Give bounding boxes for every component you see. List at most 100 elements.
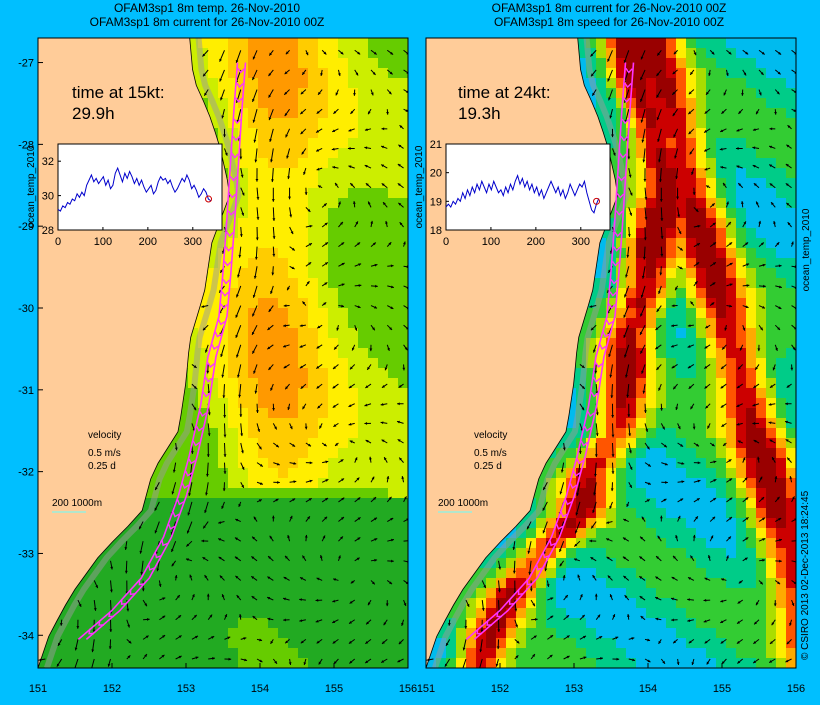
- field-cell: [338, 348, 349, 359]
- field-cell: [278, 228, 289, 239]
- field-cell: [258, 168, 269, 179]
- field-cell: [278, 498, 289, 509]
- field-cell: [338, 588, 349, 599]
- field-cell: [228, 538, 239, 549]
- field-cell: [746, 278, 757, 289]
- field-cell: [358, 438, 369, 449]
- field-cell: [726, 78, 737, 89]
- field-cell: [258, 408, 269, 419]
- field-cell: [368, 538, 379, 549]
- field-cell: [278, 658, 289, 669]
- field-cell: [338, 48, 349, 59]
- field-cell: [626, 408, 637, 419]
- field-cell: [358, 448, 369, 459]
- field-cell: [268, 388, 279, 399]
- field-cell: [726, 448, 737, 459]
- field-cell: [228, 468, 239, 479]
- field-cell: [278, 638, 289, 649]
- field-cell: [328, 188, 339, 199]
- field-cell: [626, 278, 637, 289]
- field-cell: [766, 428, 777, 439]
- field-cell: [268, 558, 279, 569]
- field-cell: [348, 568, 359, 579]
- field-cell: [328, 618, 339, 629]
- field-cell: [666, 158, 677, 169]
- field-cell: [148, 658, 159, 669]
- field-cell: [776, 448, 787, 459]
- field-cell: [388, 448, 399, 459]
- field-cell: [318, 358, 329, 369]
- field-cell: [298, 118, 309, 129]
- field-cell: [676, 228, 687, 239]
- field-cell: [268, 38, 279, 49]
- field-cell: [298, 608, 309, 619]
- field-cell: [716, 288, 727, 299]
- field-cell: [328, 358, 339, 369]
- field-cell: [308, 458, 319, 469]
- field-cell: [696, 98, 707, 109]
- field-cell: [358, 308, 369, 319]
- field-cell: [318, 38, 329, 49]
- field-cell: [218, 488, 229, 499]
- field-cell: [258, 628, 269, 639]
- field-cell: [338, 628, 349, 639]
- x-tick-label: 154: [251, 683, 269, 695]
- field-cell: [248, 518, 259, 529]
- field-cell: [746, 78, 757, 89]
- field-cell: [696, 268, 707, 279]
- field-cell: [358, 498, 369, 509]
- field-cell: [218, 638, 229, 649]
- field-cell: [716, 238, 727, 249]
- field-cell: [238, 518, 249, 529]
- field-cell: [278, 558, 289, 569]
- field-cell: [178, 578, 189, 589]
- field-cell: [308, 428, 319, 439]
- field-cell: [746, 68, 757, 79]
- field-cell: [318, 158, 329, 169]
- field-cell: [388, 188, 399, 199]
- field-cell: [238, 228, 249, 239]
- field-cell: [208, 68, 219, 79]
- field-cell: [208, 358, 219, 369]
- field-cell: [298, 248, 309, 259]
- field-cell: [676, 338, 687, 349]
- field-cell: [318, 368, 329, 379]
- field-cell: [338, 408, 349, 419]
- field-cell: [318, 428, 329, 439]
- field-cell: [218, 448, 229, 459]
- field-cell: [208, 48, 219, 59]
- field-cell: [178, 548, 189, 559]
- field-cell: [348, 528, 359, 539]
- field-cell: [706, 48, 717, 59]
- field-cell: [726, 388, 737, 399]
- field-cell: [656, 458, 667, 469]
- field-cell: [248, 418, 259, 429]
- field-cell: [746, 228, 757, 239]
- field-cell: [348, 398, 359, 409]
- field-cell: [616, 298, 627, 309]
- field-cell: [626, 38, 637, 49]
- field-cell: [148, 638, 159, 649]
- field-cell: [676, 328, 687, 339]
- field-cell: [368, 38, 379, 49]
- field-cell: [248, 428, 259, 439]
- field-cell: [398, 228, 409, 239]
- field-cell: [208, 598, 219, 609]
- field-cell: [318, 458, 329, 469]
- field-cell: [328, 648, 339, 659]
- field-cell: [616, 308, 627, 319]
- field-cell: [368, 78, 379, 89]
- field-cell: [696, 218, 707, 229]
- field-cell: [358, 258, 369, 269]
- field-cell: [328, 58, 339, 69]
- field-cell: [368, 188, 379, 199]
- current-arrow: [404, 541, 411, 542]
- field-cell: [686, 278, 697, 289]
- field-cell: [338, 228, 349, 239]
- field-cell: [746, 98, 757, 109]
- field-cell: [646, 408, 657, 419]
- field-cell: [666, 88, 677, 99]
- field-cell: [706, 388, 717, 399]
- field-cell: [288, 648, 299, 659]
- field-cell: [368, 208, 379, 219]
